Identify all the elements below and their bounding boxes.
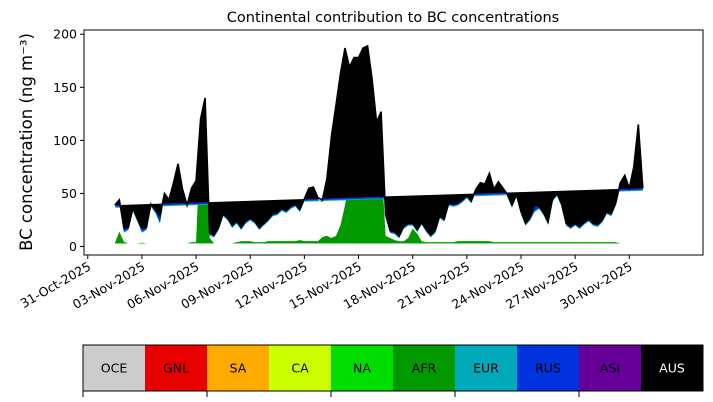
y-tick-label: 200 <box>53 27 77 42</box>
y-axis-ticks: 0 50 100 150 200 <box>53 27 84 254</box>
legend-label-afr: AFR <box>412 361 437 376</box>
legend-swatch-aus <box>641 345 703 391</box>
legend-label-asi: ASI <box>600 361 620 376</box>
legend-label-eur: EUR <box>473 361 499 376</box>
legend-swatch-gnl <box>145 345 207 391</box>
legend-frame <box>82 344 704 392</box>
legend-label-oce: OCE <box>101 361 128 376</box>
legend-label-rus: RUS <box>535 361 561 376</box>
chart-title: Continental contribution to BC concentra… <box>227 10 559 26</box>
legend-label-aus: AUS <box>659 361 685 376</box>
y-tick-label: 150 <box>53 80 77 95</box>
legend-swatch-asi <box>579 345 641 391</box>
legend-swatch-eur <box>455 345 517 391</box>
y-tick-label: 0 <box>69 239 77 254</box>
legend-swatch-sa <box>207 345 269 391</box>
legend-swatch-oce <box>83 345 145 391</box>
legend-swatch-rus <box>517 345 579 391</box>
legend-label-sa: SA <box>230 361 247 376</box>
y-axis-label: BC concentration (ng m⁻³) <box>17 33 36 251</box>
y-tick-label: 100 <box>53 133 77 148</box>
legend-label-ca: CA <box>291 361 309 376</box>
legend-swatch-na <box>331 345 393 391</box>
area-ca <box>114 243 643 245</box>
area-aus <box>114 45 643 236</box>
region-colorbar-legend: OCE GNL SA CA NA AFR EUR RUS ASI AUS <box>82 344 704 397</box>
plot-frame <box>83 29 704 256</box>
stacked-areas <box>114 45 643 245</box>
y-tick-label: 50 <box>61 186 77 201</box>
x-axis-ticks: 31-Oct-202503-Nov-202506-Nov-202509-Nov-… <box>18 255 635 312</box>
legend-label-na: NA <box>353 361 371 376</box>
legend-swatch-afr <box>393 345 455 391</box>
total-concentration-line <box>114 44 644 238</box>
legend-label-gnl: GNL <box>163 361 189 376</box>
legend-swatch-ca <box>269 345 331 391</box>
